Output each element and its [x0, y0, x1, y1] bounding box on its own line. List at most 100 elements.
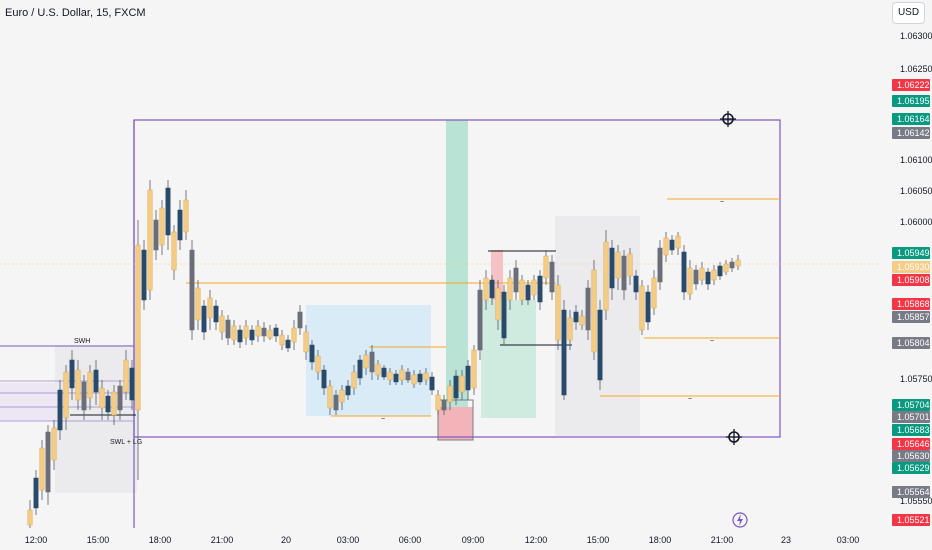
candle	[681, 245, 687, 300]
candle	[429, 372, 435, 395]
candle	[663, 232, 669, 262]
price-tag-label: 1.05804	[897, 338, 930, 348]
time-tick-label: 18:00	[649, 535, 672, 545]
candle	[375, 360, 381, 380]
candle	[669, 235, 675, 255]
candle	[165, 180, 171, 250]
time-tick-label: 12:00	[525, 535, 548, 545]
candle	[273, 324, 279, 342]
candle	[579, 310, 585, 330]
candle	[477, 280, 483, 360]
candles	[27, 180, 741, 528]
price-tag: 1.05868	[892, 298, 930, 310]
price-tag: 1.05629	[892, 462, 930, 474]
price-tag: 1.05930	[892, 261, 930, 273]
price-tag: 1.05704	[892, 399, 930, 411]
candle	[495, 280, 501, 330]
price-tag-label: 1.05949	[897, 248, 930, 258]
candle	[213, 300, 219, 330]
candle	[549, 255, 555, 300]
price-tag-label: 1.05629	[897, 463, 930, 473]
candle	[219, 310, 225, 340]
candle	[381, 365, 387, 380]
currency-button[interactable]: USD	[892, 2, 925, 24]
candle	[459, 370, 465, 400]
time-tick-label: 15:00	[87, 535, 110, 545]
candle	[81, 375, 87, 420]
candle	[411, 370, 417, 388]
candle	[147, 180, 153, 300]
price-tag: 1.05908	[892, 274, 930, 286]
candle	[447, 380, 453, 410]
lightning-icon[interactable]	[732, 512, 748, 528]
candle	[111, 385, 117, 425]
candle	[555, 275, 561, 350]
candle	[483, 270, 489, 310]
price-tick-label: 1.06250	[900, 64, 932, 74]
candle	[225, 315, 231, 345]
candle	[267, 325, 273, 340]
candle	[129, 360, 135, 410]
candle	[423, 368, 429, 385]
price-tag-label: 1.05564	[897, 487, 930, 497]
price-tag-label: 1.06195	[897, 96, 930, 106]
candle	[405, 368, 411, 383]
time-tick-label: 23	[781, 535, 791, 545]
candle	[99, 380, 105, 420]
candle	[309, 340, 315, 370]
candle	[345, 380, 351, 400]
candle	[171, 225, 177, 280]
crosshair-icon[interactable]	[726, 429, 742, 445]
candle	[507, 270, 513, 310]
candle	[291, 320, 297, 350]
candle	[687, 260, 693, 300]
time-tick-label: 18:00	[149, 535, 172, 545]
price-tag-label: 1.05683	[897, 425, 930, 435]
price-tag: 1.06222	[892, 79, 930, 91]
candle	[393, 370, 399, 385]
tilde-mark: ~	[720, 199, 724, 206]
candle	[255, 320, 261, 342]
symbol-title: Euro / U.S. Dollar, 15, FXCM	[5, 7, 146, 19]
time-tick-label: 21:00	[711, 535, 734, 545]
price-tag: 1.05804	[892, 337, 930, 349]
price-tag-label: 1.06222	[897, 80, 930, 90]
candle	[249, 325, 255, 345]
price-tag: 1.06195	[892, 95, 930, 107]
candle	[207, 290, 213, 330]
candle	[543, 250, 549, 285]
price-axis[interactable]: 1.06300 1.06250 1.06100 1.06050 1.06000 1.057…	[892, 31, 932, 526]
candle	[639, 280, 645, 335]
candle	[615, 245, 621, 290]
candle	[471, 345, 477, 395]
price-tick-label: 1.06000	[900, 217, 932, 227]
candle	[177, 200, 183, 250]
long-entry-zone	[446, 120, 468, 418]
candle	[537, 270, 543, 310]
candle	[321, 365, 327, 395]
crosshair-icon[interactable]	[720, 111, 736, 127]
candle	[315, 350, 321, 380]
candle	[603, 230, 609, 320]
candle	[357, 355, 363, 385]
price-tag-label: 1.05930	[897, 262, 930, 272]
candle	[339, 385, 345, 410]
long-target-zone	[481, 300, 536, 418]
candle	[633, 270, 639, 300]
price-tag-label: 1.05701	[897, 412, 930, 422]
candle	[39, 440, 45, 500]
candle	[195, 280, 201, 330]
candle	[237, 325, 243, 348]
price-tag: 1.05646	[892, 438, 930, 450]
candle	[363, 350, 369, 375]
candle	[159, 200, 165, 255]
candle	[597, 300, 603, 390]
candle	[513, 260, 519, 300]
tilde-mark: ~	[688, 396, 692, 403]
candle	[501, 285, 507, 345]
price-tag: 1.05521	[892, 514, 930, 526]
price-tick-label: 1.06050	[900, 186, 932, 196]
time-axis[interactable]: 12:00 15:00 18:00 21:00 20 03:00 06:00 09:00 12:…	[25, 535, 860, 545]
candle	[369, 345, 375, 380]
